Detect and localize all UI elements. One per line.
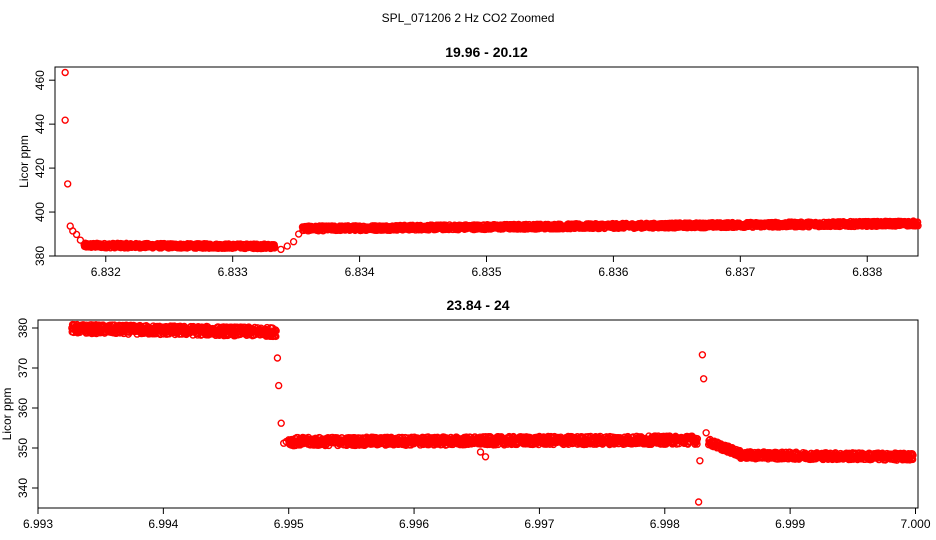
- data-point: [277, 245, 285, 254]
- x-tick-label: 7.000: [900, 517, 930, 531]
- data-point: [289, 238, 298, 246]
- y-tick-label: 360: [16, 398, 30, 418]
- y-tick-label: 380: [33, 246, 47, 266]
- bottom-panel-plot: 23.84 - 24 6.993 6.994 6.995 6.996 6.997 6.998…: [0, 297, 931, 531]
- data-point: [481, 453, 490, 461]
- y-tick-label: 350: [16, 438, 30, 458]
- x-tick-label: 6.993: [23, 517, 53, 531]
- data-points: [68, 320, 917, 506]
- data-point: [476, 448, 485, 456]
- top-panel-plot: 19.96 - 20.12 6.832 6.833 6.834 6.835 6.836 6.…: [17, 44, 922, 279]
- y-axis-label: Licor ppm: [17, 135, 31, 188]
- plot-frame: [37, 319, 919, 509]
- figure-suptitle: SPL_071206 2 Hz CO2 Zoomed: [382, 11, 555, 25]
- data-point: [63, 180, 72, 188]
- data-point: [702, 429, 710, 437]
- y-axis-label: Licor ppm: [0, 388, 14, 441]
- data-point: [273, 354, 282, 362]
- x-tick-label: 6.997: [524, 517, 554, 531]
- data-point: [274, 381, 283, 390]
- y-tick-label: 370: [16, 358, 30, 378]
- data-point: [72, 230, 81, 239]
- data-point: [694, 498, 703, 506]
- x-tick-label: 6.835: [471, 265, 501, 279]
- x-tick-label: 6.998: [650, 517, 680, 531]
- data-point: [698, 351, 707, 359]
- data-point: [294, 230, 303, 238]
- data-point: [277, 419, 285, 427]
- y-tick-label: 380: [16, 318, 30, 338]
- x-tick-label: 6.995: [274, 517, 304, 531]
- x-tick-label: 6.996: [399, 517, 429, 531]
- x-tick-label: 6.999: [775, 517, 805, 531]
- data-point: [696, 457, 704, 465]
- y-tick-label: 420: [33, 158, 47, 178]
- x-tick-label: 6.836: [598, 265, 628, 279]
- data-points: [61, 68, 922, 254]
- panel-title: 23.84 - 24: [446, 297, 509, 313]
- panel-title: 19.96 - 20.12: [445, 44, 528, 60]
- y-tick-label: 400: [33, 202, 47, 222]
- data-point: [283, 242, 291, 250]
- x-tick-label: 6.832: [91, 265, 121, 279]
- y-tick-label: 460: [33, 70, 47, 90]
- x-tick-label: 6.837: [725, 265, 755, 279]
- x-tick-label: 6.994: [148, 517, 178, 531]
- y-tick-label: 340: [16, 478, 30, 498]
- data-point: [61, 116, 69, 124]
- data-point: [270, 243, 279, 251]
- x-tick-label: 6.833: [218, 265, 248, 279]
- y-tick-label: 440: [33, 114, 47, 134]
- data-point: [699, 375, 708, 383]
- data-point: [69, 227, 77, 235]
- x-tick-label: 6.834: [345, 265, 375, 279]
- data-point: [61, 68, 69, 77]
- x-tick-label: 6.838: [852, 265, 882, 279]
